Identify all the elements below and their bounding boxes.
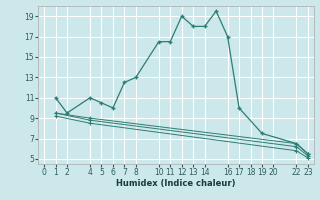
X-axis label: Humidex (Indice chaleur): Humidex (Indice chaleur) bbox=[116, 179, 236, 188]
